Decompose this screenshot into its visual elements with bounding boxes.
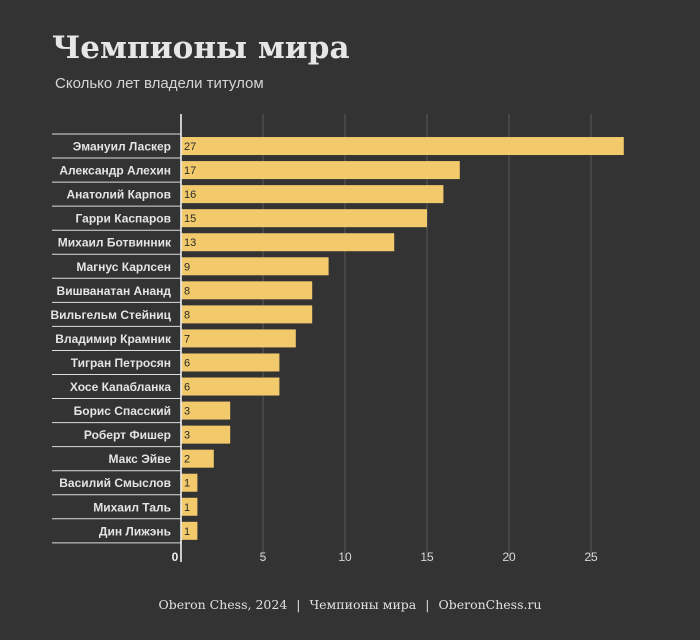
bar bbox=[181, 305, 313, 324]
bar bbox=[181, 497, 198, 516]
bar-value-label: 6 bbox=[184, 357, 190, 369]
category-label: Дин Лижэнь bbox=[99, 524, 171, 538]
bar-value-label: 1 bbox=[184, 478, 190, 490]
bar-value-label: 8 bbox=[184, 309, 190, 321]
bar-value-label: 9 bbox=[184, 261, 190, 273]
footer-separator: | bbox=[425, 597, 430, 612]
bar bbox=[181, 473, 198, 492]
category-label: Владимир Крамник bbox=[55, 332, 172, 346]
bar bbox=[181, 377, 280, 396]
footer: Oberon Chess, 2024 | Чемпионы мира | OberonC… bbox=[0, 597, 700, 612]
category-label: Эмануил Ласкер bbox=[73, 140, 171, 154]
category-label: Анатолий Карпов bbox=[67, 188, 171, 202]
bar bbox=[181, 281, 313, 300]
bar-value-label: 3 bbox=[184, 430, 190, 442]
bar-value-label: 1 bbox=[184, 526, 190, 538]
bar bbox=[181, 401, 231, 420]
category-label: Магнус Карлсен bbox=[76, 260, 171, 274]
bar bbox=[181, 425, 231, 444]
footer-separator: | bbox=[296, 597, 301, 612]
bar-value-label: 1 bbox=[184, 502, 190, 514]
bar-value-label: 3 bbox=[184, 406, 190, 418]
bar bbox=[181, 137, 624, 156]
category-label: Тигран Петросян bbox=[71, 356, 171, 370]
bar bbox=[181, 521, 198, 540]
category-label: Макс Эйве bbox=[109, 452, 172, 466]
chart-subtitle: Сколько лет владели титулом bbox=[55, 75, 264, 92]
bar-value-label: 8 bbox=[184, 285, 190, 297]
bar bbox=[181, 257, 329, 276]
bar bbox=[181, 209, 427, 228]
x-tick-label: 5 bbox=[260, 550, 267, 564]
bar bbox=[181, 449, 214, 468]
category-label: Михаил Таль bbox=[93, 500, 171, 514]
bar-value-label: 16 bbox=[184, 189, 196, 201]
bar bbox=[181, 329, 296, 348]
bar-value-label: 13 bbox=[184, 237, 196, 249]
bar-value-label: 6 bbox=[184, 382, 190, 394]
category-label: Александр Алехин bbox=[59, 164, 171, 178]
category-label: Вильгельм Стейниц bbox=[50, 308, 171, 322]
x-tick-label: 0 bbox=[172, 550, 179, 564]
category-label: Василий Смыслов bbox=[59, 476, 171, 490]
bar bbox=[181, 185, 444, 204]
category-label: Борис Спасский bbox=[74, 404, 171, 418]
category-label: Гарри Каспаров bbox=[76, 212, 171, 226]
category-label: Вишванатан Ананд bbox=[57, 284, 172, 298]
footer-topic: Чемпионы мира bbox=[309, 597, 417, 612]
bar-value-label: 27 bbox=[184, 141, 196, 153]
x-tick-label: 15 bbox=[420, 550, 434, 564]
bar bbox=[181, 161, 460, 180]
footer-site: OberonChess.ru bbox=[438, 597, 542, 612]
bar-value-label: 15 bbox=[184, 213, 196, 225]
x-tick-label: 10 bbox=[338, 550, 352, 564]
footer-source: Oberon Chess, 2024 bbox=[158, 597, 288, 612]
category-label: Роберт Фишер bbox=[84, 428, 171, 442]
category-label: Хосе Капабланка bbox=[70, 380, 171, 394]
bar-value-label: 17 bbox=[184, 165, 196, 177]
bar-value-label: 7 bbox=[184, 333, 190, 345]
x-tick-label: 20 bbox=[502, 550, 516, 564]
bar bbox=[181, 233, 395, 252]
bar-value-label: 2 bbox=[184, 454, 190, 466]
x-tick-label: 25 bbox=[584, 550, 598, 564]
chart-title: Чемпионы мира bbox=[52, 30, 350, 66]
category-label: Михаил Ботвинник bbox=[58, 236, 172, 250]
bar bbox=[181, 353, 280, 372]
